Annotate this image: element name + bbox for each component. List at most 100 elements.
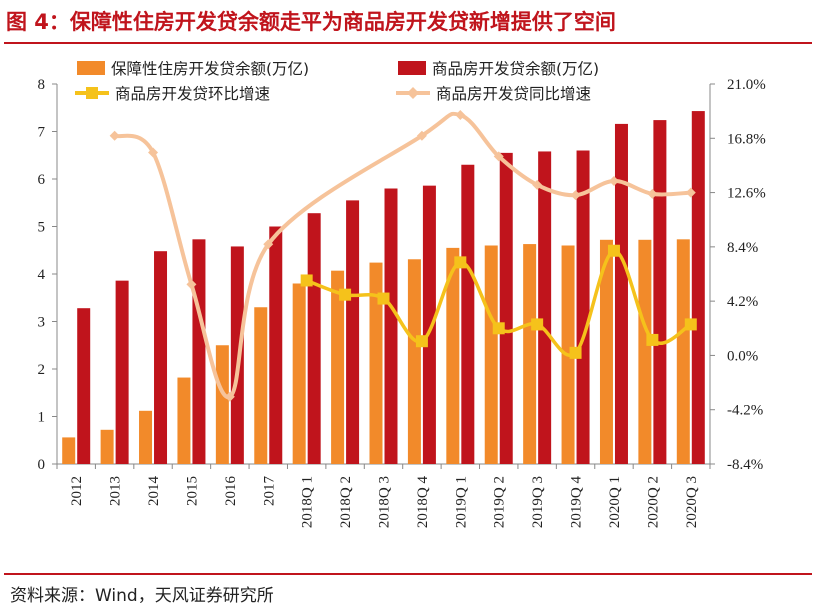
title-divider [4, 42, 812, 44]
marker-qoq-growth [492, 322, 505, 335]
right-tick-label: 8.4% [727, 240, 758, 256]
chart-title: 图 4：保障性住房开发贷余额走平为商品房开发贷新增提供了空间 [6, 10, 616, 34]
marker-yoy-growth [186, 279, 197, 290]
left-tick-label: 4 [38, 267, 46, 283]
bar-commercial-housing [576, 150, 590, 464]
marker-yoy-growth [263, 239, 274, 250]
marker-yoy-growth [148, 147, 159, 158]
x-tick-label: 2020Q 1 [607, 476, 623, 528]
bar-affordable-housing [523, 244, 537, 464]
bar-affordable-housing [62, 437, 76, 464]
bar-commercial-housing [230, 246, 244, 464]
marker-qoq-growth [684, 318, 697, 331]
bar-affordable-housing [100, 429, 114, 464]
x-tick-label: 2020Q 3 [684, 476, 700, 528]
x-tick-label: 2014 [146, 476, 162, 507]
right-tick-label: 21.0% [727, 77, 766, 93]
x-tick-label: 2013 [108, 476, 124, 506]
legend-label: 保障性住房开发贷余额(万亿) [111, 59, 309, 78]
marker-qoq-growth [531, 318, 544, 331]
bar-affordable-housing [446, 247, 460, 464]
left-tick-label: 2 [38, 362, 46, 378]
left-tick-label: 6 [38, 172, 46, 188]
legend-label: 商品房开发贷余额(万亿) [432, 59, 599, 78]
bar-commercial-housing [346, 200, 360, 464]
right-tick-label: 16.8% [727, 131, 766, 147]
legend-marker [407, 87, 419, 99]
bar-commercial-housing [384, 188, 398, 464]
marker-yoy-growth [455, 110, 466, 121]
bar-commercial-housing [307, 213, 321, 464]
legend-label: 商品房开发贷环比增速 [115, 85, 270, 103]
line-qoq-growth [304, 248, 693, 357]
x-tick-label: 2012 [69, 476, 85, 506]
left-tick-label: 1 [38, 410, 46, 426]
x-tick-label: 2018Q 2 [338, 476, 354, 528]
marker-qoq-growth [300, 274, 313, 287]
bar-affordable-housing [407, 259, 421, 464]
marker-yoy-growth [608, 175, 619, 186]
bar-commercial-housing [614, 123, 628, 465]
bars [62, 111, 705, 465]
marker-yoy-growth [109, 130, 120, 141]
x-tick-label: 2020Q 2 [645, 476, 661, 528]
bar-affordable-housing [369, 262, 383, 464]
bar-affordable-housing [676, 239, 690, 464]
bar-affordable-housing [139, 410, 153, 464]
legend-label: 商品房开发贷同比增速 [436, 85, 591, 103]
x-tick-label: 2018Q 3 [377, 476, 393, 528]
bar-commercial-housing [192, 239, 206, 464]
x-tick-label: 2019Q 4 [569, 476, 585, 529]
bar-commercial-housing [77, 308, 91, 464]
left-tick-label: 0 [38, 457, 46, 473]
bar-commercial-housing [499, 152, 513, 464]
bar-affordable-housing [177, 377, 191, 464]
axes: 0 1 2 3 4 5 6 7 8 -8.4% -4.2% 0.0% 4.2% 8.4% 12.6% 16.8… [38, 77, 766, 528]
marker-qoq-growth [607, 244, 620, 257]
marker-yoy-growth [647, 188, 658, 199]
right-tick-label: -8.4% [727, 457, 763, 473]
right-tick-label: 4.2% [727, 294, 758, 310]
left-tick-label: 7 [38, 125, 46, 141]
x-tick-label: 2019Q 3 [530, 476, 546, 528]
source-divider [4, 573, 812, 575]
x-tick-label: 2018Q 4 [415, 476, 431, 529]
right-tick-label: 0.0% [727, 348, 758, 364]
marker-yoy-growth [685, 187, 696, 198]
legend-marker [86, 87, 98, 99]
marker-qoq-growth [569, 346, 582, 359]
bar-affordable-housing [215, 345, 229, 464]
bar-commercial-housing [461, 164, 475, 464]
bar-affordable-housing [599, 239, 613, 464]
marker-qoq-growth [377, 292, 390, 305]
bar-affordable-housing [638, 239, 652, 464]
x-tick-label: 2019Q 1 [453, 476, 469, 528]
bar-affordable-housing [254, 307, 268, 464]
marker-yoy-growth [416, 130, 427, 141]
x-tick-label: 2019Q 2 [492, 476, 508, 528]
chart: 0 1 2 3 4 5 6 7 8 -8.4% -4.2% 0.0% 4.2% 8.4% 12.6% 16.8… [38, 59, 766, 528]
bar-commercial-housing [269, 226, 283, 464]
left-tick-label: 5 [38, 220, 46, 236]
left-tick-label: 3 [38, 315, 46, 331]
bar-commercial-housing [422, 185, 436, 464]
bar-affordable-housing [484, 245, 498, 464]
x-tick-label: 2017 [261, 476, 277, 507]
left-tick-label: 8 [38, 77, 46, 93]
marker-qoq-growth [454, 256, 467, 269]
right-tick-label: -4.2% [727, 403, 763, 419]
marker-qoq-growth [415, 335, 428, 348]
bar-commercial-housing [115, 280, 129, 464]
source-note: 资料来源：Wind，天风证券研究所 [10, 586, 274, 606]
marker-yoy-growth [570, 190, 581, 201]
marker-yoy-growth [493, 151, 504, 162]
bar-affordable-housing [292, 283, 306, 464]
bar-commercial-housing [691, 111, 705, 464]
bar-commercial-housing [538, 151, 552, 464]
legend-swatch [77, 61, 105, 75]
bar-commercial-housing [154, 251, 168, 464]
lines [109, 110, 697, 402]
right-tick-label: 12.6% [727, 186, 766, 202]
legend: 保障性住房开发贷余额(万亿) 商品房开发贷余额(万亿) 商品房开发贷环比增速 商品房开… [75, 59, 599, 103]
x-tick-label: 2018Q 1 [300, 476, 316, 528]
